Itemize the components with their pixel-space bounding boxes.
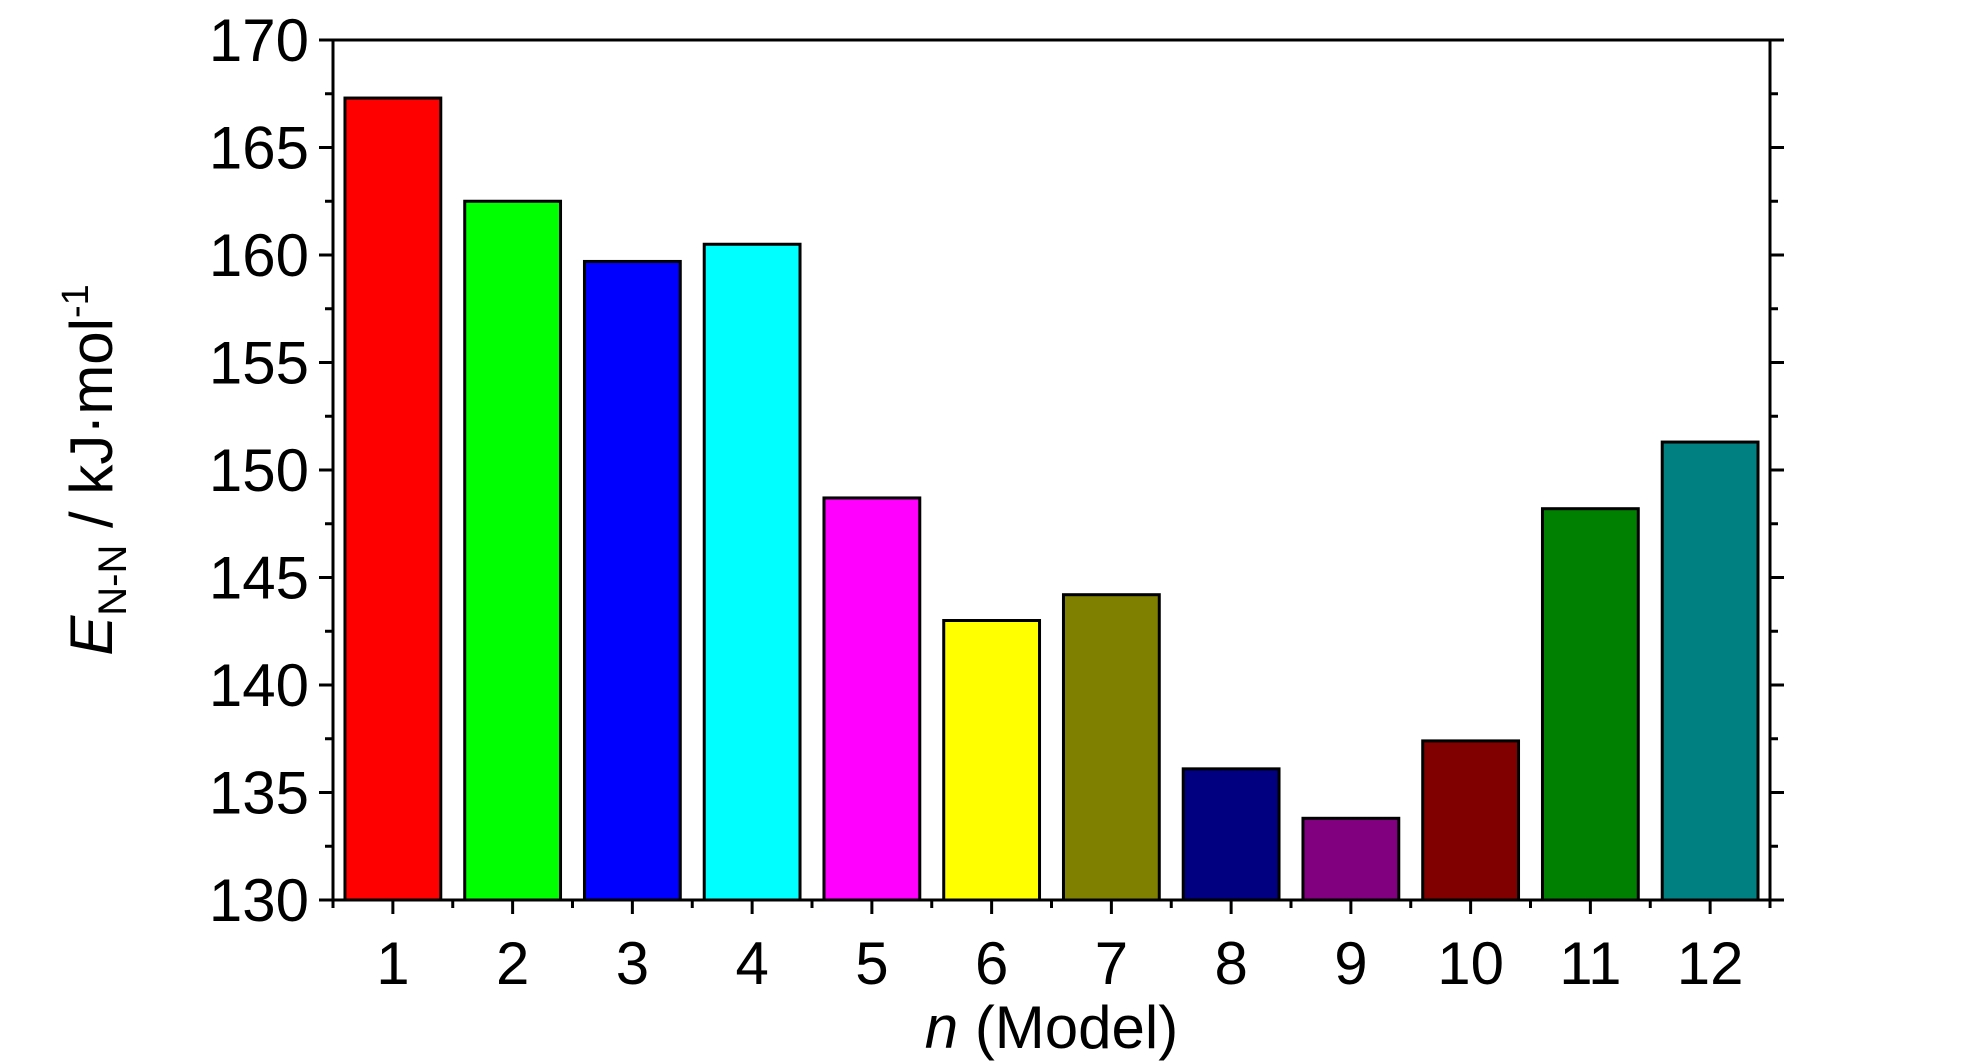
bar-1 (343, 96, 443, 902)
x-tick-label: 4 (735, 930, 768, 997)
bar-5 (822, 496, 922, 902)
y-axis-label-symbol: E (58, 615, 125, 656)
x-tick-label: 12 (1677, 930, 1744, 997)
bar-6 (942, 619, 1042, 902)
y-tick-label: 160 (209, 222, 309, 289)
x-tick-label: 11 (1559, 930, 1621, 997)
bar-10 (1421, 739, 1521, 902)
y-tick-label: 165 (209, 115, 309, 182)
y-axis-label-text: / kJ·mol (58, 318, 125, 545)
plot-frame (331, 38, 1772, 902)
bar-9 (1301, 816, 1401, 902)
bar-12 (1660, 440, 1760, 902)
y-tick-label: 150 (209, 437, 309, 504)
x-tick-label: 9 (1334, 930, 1367, 997)
y-axis-label-superscript: -1 (55, 284, 97, 318)
bars-group (343, 96, 1760, 902)
y-tick-label: 135 (209, 760, 309, 827)
x-tick-label: 6 (975, 930, 1008, 997)
bar-11 (1540, 507, 1640, 902)
y-tick-label: 145 (209, 545, 309, 612)
y-tick-label: 140 (209, 652, 309, 719)
x-tick-label: 2 (496, 930, 529, 997)
x-axis-label-symbol: n (925, 994, 958, 1061)
x-tick-label: 8 (1214, 930, 1247, 997)
bar-8 (1181, 767, 1281, 902)
x-axis-ticks: 1 2 3 4 5 6 7 8 9 10 11 12 (331, 900, 1772, 997)
x-axis-label: n (Model) (925, 994, 1178, 1061)
x-tick-label: 5 (855, 930, 888, 997)
bar-2 (463, 199, 563, 902)
x-tick-label: 3 (616, 930, 649, 997)
y-tick-label: 130 (209, 867, 309, 934)
y-axis-label: EN-N / kJ·mol-1 (55, 284, 135, 656)
x-tick-label: 10 (1437, 930, 1504, 997)
x-axis-label-text: (Model) (958, 994, 1178, 1061)
bar-3 (582, 259, 682, 902)
bar-4 (702, 242, 802, 902)
y-axis-ticks: 130 135 140 145 150 155 160 165 170 (209, 7, 1784, 934)
x-tick-label: 1 (376, 930, 409, 997)
y-axis-label-subscript: N-N (91, 545, 135, 616)
y-tick-label: 170 (209, 7, 309, 74)
y-tick-label: 155 (209, 330, 309, 397)
x-tick-label: 7 (1095, 930, 1128, 997)
bar-7 (1061, 593, 1161, 902)
